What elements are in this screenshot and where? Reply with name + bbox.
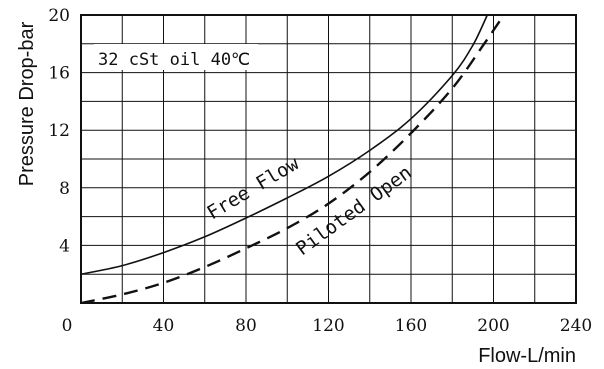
y-tick-label: 12	[48, 121, 70, 141]
y-tick-labels: 4 8 12 16 20	[48, 6, 70, 256]
y-tick-label: 20	[48, 6, 70, 26]
series-layer	[80, 14, 505, 305]
plot-border	[80, 14, 577, 304]
y-tick-label: 8	[59, 179, 70, 199]
series-line-piloted-open	[80, 14, 505, 305]
x-tick-label: 160	[395, 316, 427, 336]
x-tick-label: 120	[312, 316, 344, 336]
x-tick-label: 40	[153, 316, 175, 336]
x-tick-labels: 0 40 80 120 160 200 240	[62, 316, 593, 336]
condition-label-bg	[94, 44, 258, 70]
x-tick-label: 0	[62, 316, 73, 336]
x-tick-label: 80	[235, 316, 257, 336]
grid	[81, 15, 576, 303]
x-tick-label: 200	[477, 316, 509, 336]
condition-label: 32 cSt oil 40℃	[98, 50, 250, 70]
y-tick-label: 16	[48, 64, 70, 84]
plot-frame	[80, 14, 577, 304]
series-line-free-flow	[80, 14, 489, 275]
x-axis-title: Flow-L/min	[478, 345, 576, 367]
x-tick-label: 240	[560, 316, 592, 336]
y-tick-label: 4	[59, 236, 70, 256]
y-axis-title: Pressure Drop-bar	[16, 21, 38, 186]
